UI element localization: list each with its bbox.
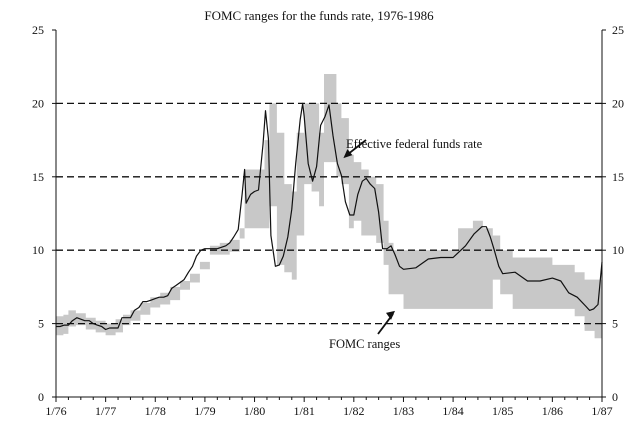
annotation-effective-rate: Effective federal funds rate: [346, 137, 483, 151]
x-tick-label: 1/84: [442, 404, 463, 418]
annotation-arrowhead-fomc-ranges: [386, 310, 396, 320]
x-tick-label: 1/85: [492, 404, 513, 418]
axis-layer: 0 0 5 5 10 10 15 15 20 20 25 25 1/76 1/77 1/78 1/79 1/80…: [32, 23, 624, 418]
effective-rate-line: [56, 102, 603, 331]
x-tick-label: 1/86: [542, 404, 563, 418]
effective-rate-line-layer: [56, 102, 603, 331]
y-tick-label-left: 5: [38, 317, 44, 331]
y-tick-label-right: 5: [612, 317, 618, 331]
y-tick-label-right: 10: [612, 243, 624, 257]
x-tick-label: 1/76: [45, 404, 66, 418]
gridline-layer: [56, 102, 602, 325]
fomc-range-band-layer: [56, 74, 602, 339]
y-tick-label-left: 25: [32, 23, 44, 37]
x-tick-label: 1/87: [591, 404, 612, 418]
x-tick-label: 1/79: [194, 404, 215, 418]
annotation-arrowhead-effective-rate: [343, 149, 353, 159]
x-tick-label: 1/80: [244, 404, 265, 418]
y-tick-label-left: 20: [32, 96, 44, 110]
y-tick-label-right: 0: [612, 390, 618, 404]
x-tick-label: 1/77: [95, 404, 116, 418]
y-tick-label-left: 15: [32, 170, 44, 184]
x-tick-label: 1/78: [145, 404, 166, 418]
x-tick-label: 1/83: [393, 404, 414, 418]
y-tick-label-right: 25: [612, 23, 624, 37]
annotation-layer: Effective federal funds rate FOMC ranges: [329, 137, 483, 351]
chart-title: FOMC ranges for the funds rate, 1976-198…: [204, 8, 434, 23]
x-tick-label: 1/81: [294, 404, 315, 418]
x-tick-label: 1/82: [343, 404, 364, 418]
y-tick-label-right: 20: [612, 96, 624, 110]
fomc-range-band: [56, 74, 602, 339]
y-tick-label-right: 15: [612, 170, 624, 184]
y-tick-label-left: 0: [38, 390, 44, 404]
y-tick-label-left: 10: [32, 243, 44, 257]
annotation-fomc-ranges: FOMC ranges: [329, 337, 400, 351]
